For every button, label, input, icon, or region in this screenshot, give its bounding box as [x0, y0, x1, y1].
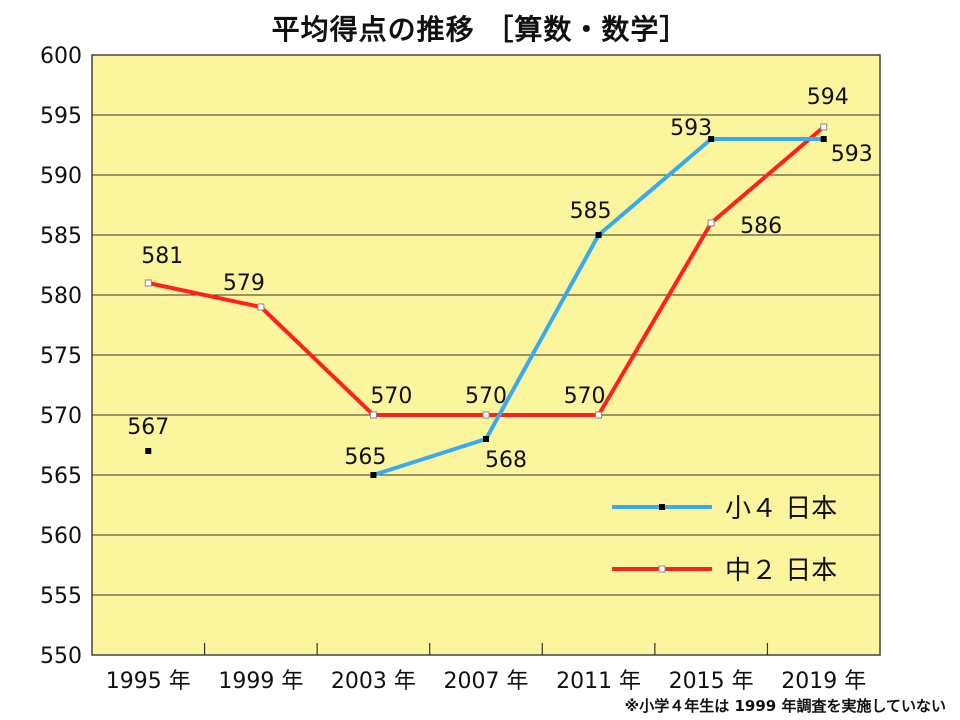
x-tick-label: 2011 年 [556, 669, 641, 694]
point-sho4 [708, 136, 715, 142]
point-sho4 [595, 232, 602, 238]
x-tick-label: 2007 年 [444, 669, 529, 694]
y-tick-label: 550 [40, 644, 82, 669]
data-label-sho4: 565 [344, 445, 386, 470]
data-label-sho4: 568 [485, 448, 527, 473]
y-tick-label: 590 [40, 164, 82, 189]
x-tick-label: 2019 年 [781, 669, 866, 694]
x-tick-label: 2015 年 [669, 669, 754, 694]
y-tick-label: 565 [40, 464, 82, 489]
data-label-chu2: 594 [807, 85, 849, 110]
point-chu2 [257, 303, 265, 311]
point-chu2 [595, 411, 603, 419]
data-label-sho4: 593 [831, 142, 873, 167]
point-chu2 [820, 123, 828, 131]
point-sho4 [370, 472, 377, 478]
y-tick-label: 600 [40, 44, 82, 69]
x-tick-label: 2003 年 [331, 669, 416, 694]
data-label-sho4: 567 [127, 415, 169, 440]
data-label-chu2: 570 [465, 384, 507, 409]
data-label-chu2: 586 [740, 214, 782, 239]
y-tick-label: 560 [40, 524, 82, 549]
y-tick-label: 580 [40, 284, 82, 309]
x-tick-label: 1999 年 [218, 669, 303, 694]
chart-title: 平均得点の推移 ［算数・数学］ [271, 13, 689, 46]
legend-label: 中２ 日本 [725, 556, 837, 586]
point-sho4 [483, 436, 489, 442]
y-tick-label: 585 [40, 224, 82, 249]
y-tick-label: 570 [40, 404, 82, 429]
legend-marker [659, 504, 665, 510]
data-label-chu2: 579 [223, 271, 265, 296]
point-chu2 [707, 219, 715, 227]
data-label-sho4: 593 [670, 116, 712, 141]
point-chu2 [482, 411, 490, 419]
point-sho4 [145, 448, 152, 454]
data-label-chu2: 570 [370, 384, 412, 409]
footnote: ※小学４年生は 1999 年調査を実施していない [624, 697, 946, 715]
point-sho4 [820, 136, 827, 142]
point-chu2 [369, 411, 377, 419]
legend-label: 小４ 日本 [725, 494, 837, 524]
y-tick-label: 595 [40, 104, 82, 129]
x-tick-label: 1995 年 [106, 669, 191, 694]
data-label-chu2: 581 [141, 244, 183, 269]
y-tick-label: 575 [40, 344, 82, 369]
legend-marker [658, 565, 666, 573]
y-tick-label: 555 [40, 584, 82, 609]
data-label-chu2: 570 [564, 384, 606, 409]
point-chu2 [144, 279, 152, 287]
data-label-sho4: 585 [570, 199, 612, 224]
